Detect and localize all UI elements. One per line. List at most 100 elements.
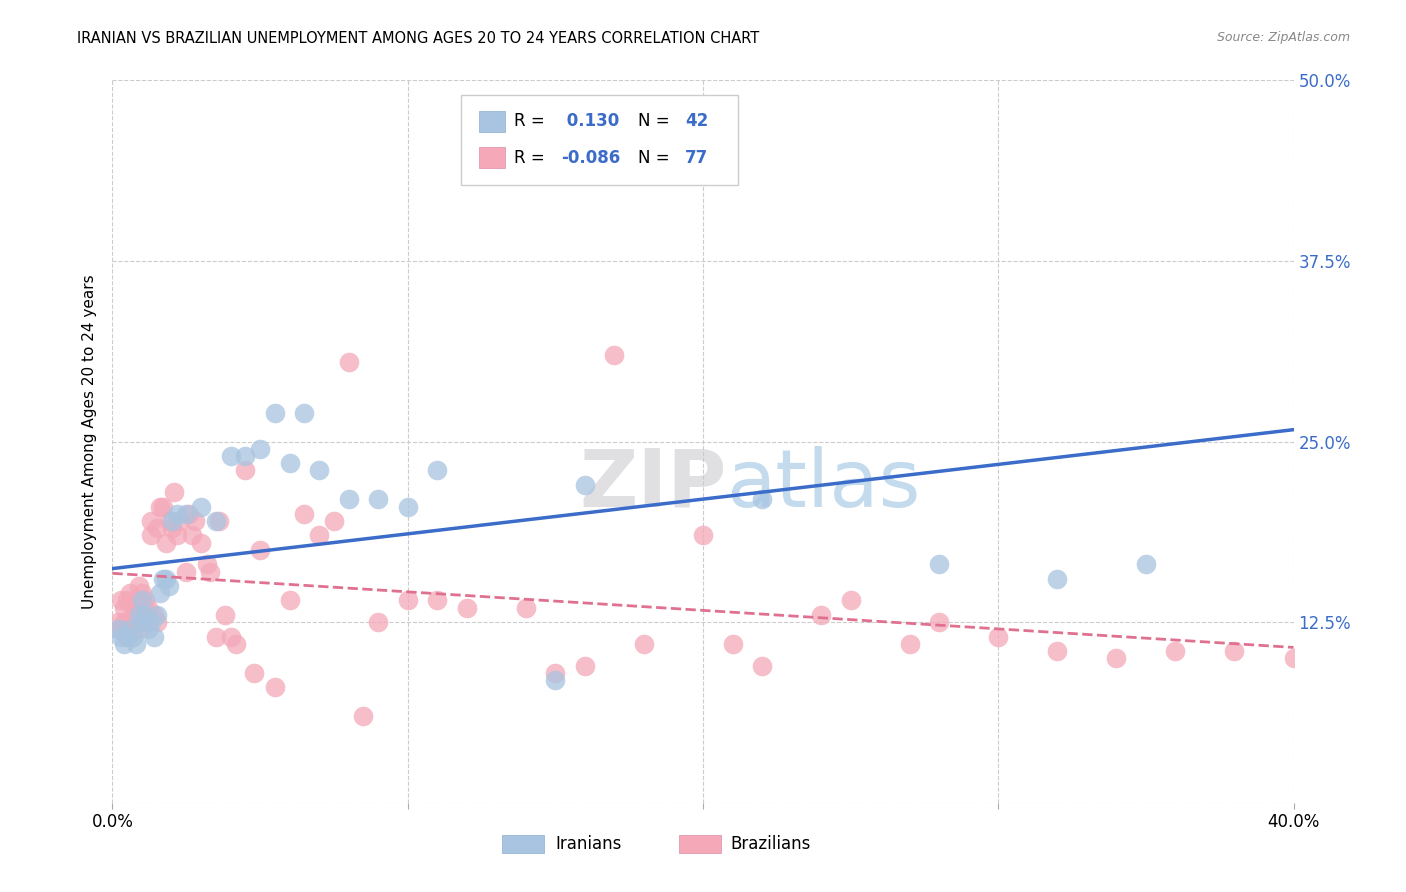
Point [131, 586, 153, 600]
Point [190, 500, 212, 514]
Bar [502, 835, 544, 854]
Text: N =: N = [638, 149, 675, 167]
Point [110, 623, 132, 637]
Point [751, 658, 773, 673]
Point [190, 535, 212, 549]
Point [134, 615, 156, 630]
Text: ZIP: ZIP [579, 446, 727, 524]
Point [131, 615, 153, 630]
Point [146, 615, 169, 630]
Point [225, 637, 247, 651]
Point [367, 492, 389, 507]
Point [337, 492, 360, 507]
Point [544, 673, 567, 687]
Point [166, 528, 188, 542]
Point [120, 586, 142, 600]
Point [323, 514, 346, 528]
Point [122, 615, 145, 630]
Point [107, 623, 129, 637]
Point [264, 680, 287, 694]
Point [544, 665, 567, 680]
Point [692, 528, 714, 542]
Point [136, 600, 159, 615]
Bar [679, 835, 721, 854]
Point [426, 463, 449, 477]
Point [1105, 651, 1128, 665]
Point [898, 637, 921, 651]
Point [139, 615, 162, 630]
Text: atlas: atlas [727, 446, 921, 524]
Point [721, 637, 744, 651]
Point [157, 579, 180, 593]
Point [352, 709, 374, 723]
Point [155, 572, 177, 586]
Point [337, 355, 360, 369]
Point [174, 565, 197, 579]
Text: Iranians: Iranians [555, 835, 621, 853]
Point [219, 630, 242, 644]
Text: -0.086: -0.086 [561, 149, 620, 167]
Point [574, 478, 596, 492]
Point [122, 630, 145, 644]
Point [456, 600, 478, 615]
Point [278, 593, 301, 607]
Point [198, 565, 221, 579]
FancyBboxPatch shape [478, 147, 505, 168]
Point [292, 406, 315, 420]
Point [208, 514, 231, 528]
Point [243, 665, 266, 680]
Point [125, 637, 148, 651]
Point [1135, 558, 1157, 572]
Point [308, 528, 330, 542]
Point [117, 593, 138, 607]
Text: 0.130: 0.130 [561, 112, 620, 130]
Point [1223, 644, 1246, 658]
FancyBboxPatch shape [461, 95, 738, 185]
Text: Source: ZipAtlas.com: Source: ZipAtlas.com [1216, 31, 1350, 45]
Point [120, 623, 142, 637]
Point [112, 637, 135, 651]
Point [169, 514, 191, 528]
Point [205, 514, 228, 528]
Point [308, 463, 330, 477]
Point [179, 507, 201, 521]
Point [219, 449, 242, 463]
Point [1164, 644, 1187, 658]
Point [574, 658, 596, 673]
Point [152, 500, 174, 514]
Point [160, 514, 183, 528]
Text: 77: 77 [685, 149, 709, 167]
Point [928, 615, 950, 630]
Point [131, 593, 153, 607]
Point [181, 528, 204, 542]
Point [128, 623, 150, 637]
Point [987, 630, 1010, 644]
Point [633, 637, 655, 651]
Point [1282, 651, 1305, 665]
Point [117, 630, 138, 644]
Point [692, 117, 714, 131]
Point [120, 623, 142, 637]
Point [107, 615, 129, 630]
Text: IRANIAN VS BRAZILIAN UNEMPLOYMENT AMONG AGES 20 TO 24 YEARS CORRELATION CHART: IRANIAN VS BRAZILIAN UNEMPLOYMENT AMONG … [77, 31, 759, 46]
Point [139, 528, 162, 542]
Point [249, 542, 271, 557]
Point [233, 449, 256, 463]
Point [174, 507, 197, 521]
Point [155, 535, 177, 549]
Point [110, 593, 132, 607]
Point [142, 607, 165, 622]
Point [134, 607, 156, 622]
Point [1046, 572, 1069, 586]
Point [128, 607, 150, 622]
Point [134, 593, 156, 607]
Point [125, 607, 148, 622]
Point [292, 507, 315, 521]
Text: R =: R = [515, 112, 550, 130]
Point [142, 630, 165, 644]
Point [146, 521, 169, 535]
Point [278, 456, 301, 470]
Y-axis label: Unemployment Among Ages 20 to 24 years: Unemployment Among Ages 20 to 24 years [82, 274, 97, 609]
Text: 42: 42 [685, 112, 709, 130]
Point [112, 600, 135, 615]
